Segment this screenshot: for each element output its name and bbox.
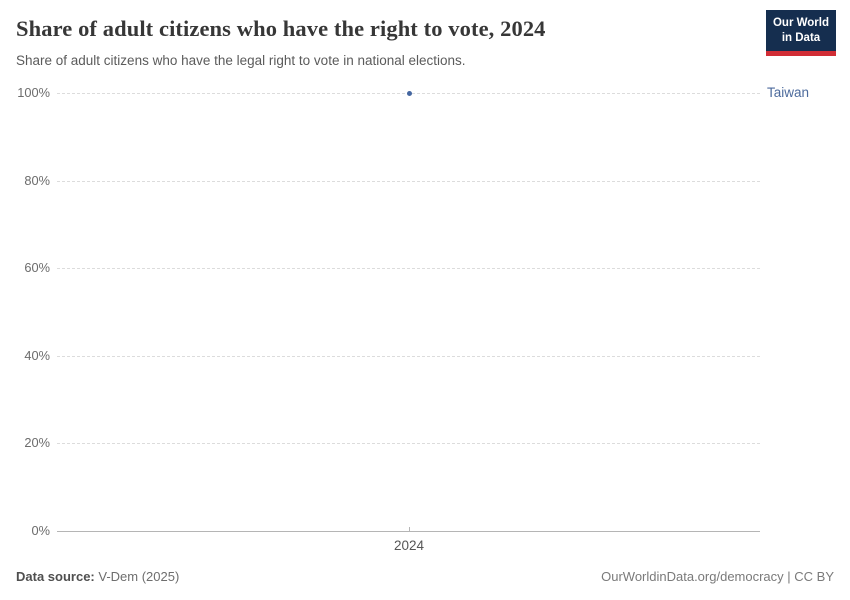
data-source-value: V-Dem (2025) — [98, 569, 180, 584]
y-grid-line — [57, 355, 760, 357]
entity-label[interactable]: Taiwan — [767, 85, 810, 100]
y-tick-label: 60% — [24, 260, 50, 276]
owid-logo-line1: Our World — [772, 17, 829, 29]
y-grid-line — [57, 443, 760, 445]
x-tick-label: 2024 — [393, 538, 425, 553]
y-tick-label: 40% — [24, 347, 50, 363]
x-tick-mark — [409, 527, 410, 531]
y-tick-label: 100% — [17, 85, 50, 100]
y-grid-line — [57, 268, 760, 270]
x-axis-line — [57, 531, 760, 532]
data-source-note: Data source: V-Dem (2025) — [16, 569, 179, 584]
chart-title: Share of adult citizens who have the rig… — [16, 16, 546, 41]
data-source-label: Data source: — [16, 569, 95, 584]
data-point[interactable] — [406, 90, 412, 96]
y-tick-label: 20% — [24, 435, 50, 451]
owid-logo-line2: in Data — [781, 31, 821, 44]
y-tick-label: 0% — [31, 523, 51, 538]
y-grid-line — [57, 180, 760, 182]
owid-logo[interactable]: Our World in Data — [766, 10, 836, 56]
chart-subtitle: Share of adult citizens who have the leg… — [16, 53, 466, 68]
footer-link[interactable]: OurWorldinData.org/democracy | CC BY — [601, 569, 834, 584]
y-tick-label: 80% — [24, 172, 50, 188]
